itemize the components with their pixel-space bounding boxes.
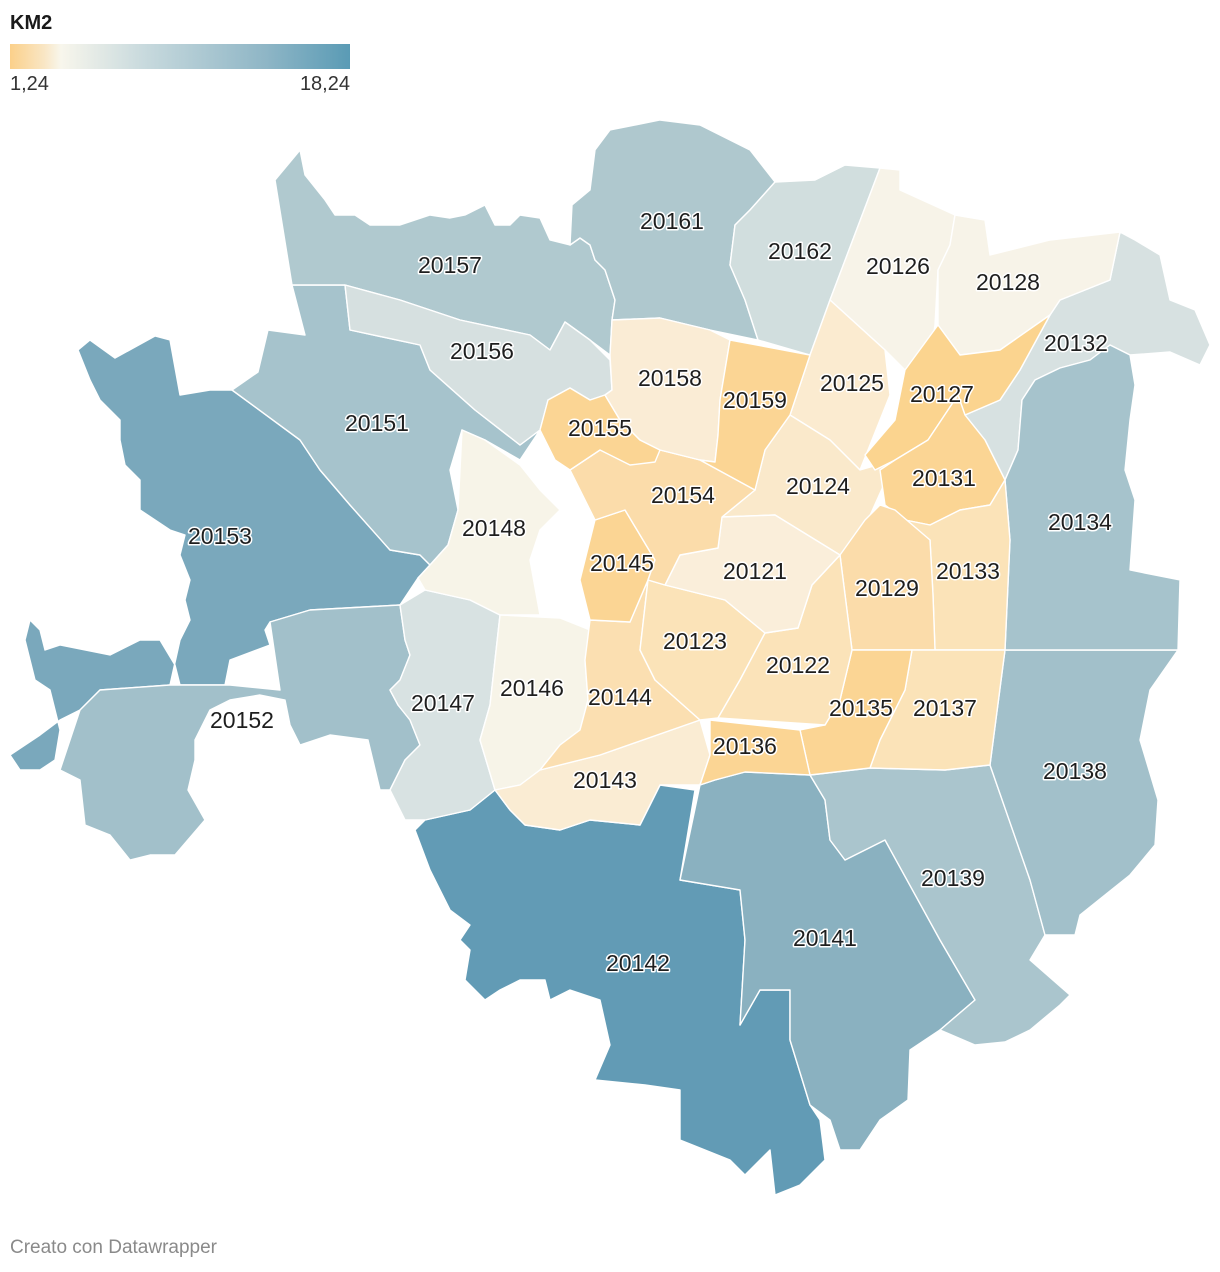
legend: KM2 1,24 18,24 xyxy=(10,10,350,97)
zone-label-20144: 20144 xyxy=(588,684,652,710)
zone-20128[interactable] xyxy=(937,214,1121,356)
legend-title: KM2 xyxy=(10,12,53,34)
legend-labels: 1,24 18,24 xyxy=(10,73,350,97)
zone-label-20139: 20139 xyxy=(921,865,985,891)
zone-label-20161: 20161 xyxy=(640,208,704,234)
zone-label-20153: 20153 xyxy=(188,523,252,549)
zone-label-20156: 20156 xyxy=(450,338,514,364)
zone-label-20131: 20131 xyxy=(912,465,976,491)
zone-label-20125: 20125 xyxy=(820,370,884,396)
zone-label-20143: 20143 xyxy=(573,767,637,793)
zones-layer xyxy=(9,119,1211,1196)
zone-label-20135: 20135 xyxy=(829,695,893,721)
zone-label-20136: 20136 xyxy=(713,733,777,759)
zone-label-20154: 20154 xyxy=(651,482,715,508)
zone-20134[interactable] xyxy=(1004,344,1181,651)
zone-label-20141: 20141 xyxy=(793,925,857,951)
zone-label-20137: 20137 xyxy=(913,695,977,721)
labels-layer: 20121 20122 20123 20124 20125 20126 20127 20128… xyxy=(187,207,1114,978)
zone-label-20151: 20151 xyxy=(345,410,409,436)
zone-label-20158: 20158 xyxy=(638,365,702,391)
legend-max-label: 18,24 xyxy=(299,73,350,95)
credit: Creato con Datawrapper xyxy=(10,1237,217,1258)
zone-label-20157: 20157 xyxy=(418,252,482,278)
zone-label-20155: 20155 xyxy=(568,415,632,441)
zone-label-20138: 20138 xyxy=(1043,758,1107,784)
zone-20155[interactable] xyxy=(539,387,661,471)
zone-label-20126: 20126 xyxy=(866,253,930,279)
zone-label-20134: 20134 xyxy=(1048,509,1112,535)
zone-20152[interactable] xyxy=(59,604,421,861)
zone-20138[interactable] xyxy=(989,649,1179,936)
zone-label-20129: 20129 xyxy=(855,575,919,601)
zone-label-20127: 20127 xyxy=(910,381,974,407)
legend-color-scale xyxy=(10,44,350,69)
zone-label-20152: 20152 xyxy=(210,707,274,733)
zone-20159[interactable] xyxy=(699,339,811,491)
zone-label-20124: 20124 xyxy=(786,473,850,499)
zone-label-20121: 20121 xyxy=(723,558,787,584)
zone-20162[interactable] xyxy=(729,164,881,356)
zone-label-20147: 20147 xyxy=(411,690,475,716)
zone-label-20162: 20162 xyxy=(768,238,832,264)
zone-label-20159: 20159 xyxy=(723,387,787,413)
zone-20136[interactable] xyxy=(699,719,811,786)
zone-label-20142: 20142 xyxy=(606,950,670,976)
zone-label-20122: 20122 xyxy=(766,652,830,678)
zone-label-20146: 20146 xyxy=(500,675,564,701)
zone-label-20133: 20133 xyxy=(936,558,1000,584)
zone-20148[interactable] xyxy=(417,429,561,616)
zone-label-20128: 20128 xyxy=(976,269,1040,295)
zone-label-20145: 20145 xyxy=(590,550,654,576)
zone-20143[interactable] xyxy=(494,719,711,831)
zone-label-20123: 20123 xyxy=(663,628,727,654)
zone-label-20148: 20148 xyxy=(462,515,526,541)
legend-min-label: 1,24 xyxy=(10,73,49,95)
zone-label-20132: 20132 xyxy=(1044,330,1108,356)
